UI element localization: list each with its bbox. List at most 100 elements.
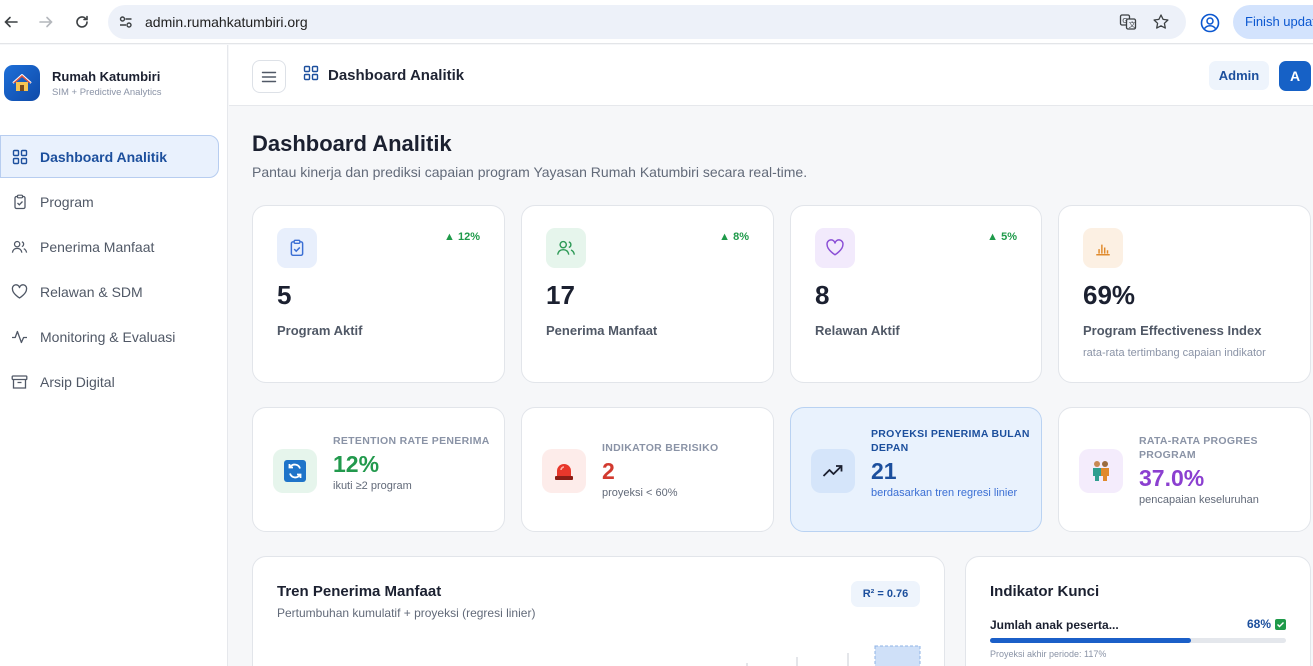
people-icon: [1079, 449, 1123, 493]
trend-badge: ▲ 12%: [444, 231, 480, 243]
trend-badge: ▲ 8%: [719, 231, 749, 243]
indicator-progress-fill: [990, 638, 1192, 643]
page-subtitle: Pantau kinerja dan prediksi capaian prog…: [252, 164, 808, 180]
finish-update-button[interactable]: Finish update: [1233, 5, 1313, 39]
sidebar-item-penerima-manfaat[interactable]: Penerima Manfaat: [0, 225, 219, 268]
stat-card-program-aktif: ▲ 12% 5 Program Aktif: [252, 205, 505, 383]
stat-label: Penerima Manfaat: [546, 323, 658, 338]
stat-label: Program Effectiveness Index: [1083, 323, 1262, 338]
kpi-value: 2: [602, 458, 615, 484]
chart-title: Tren Penerima Manfaat: [277, 583, 442, 600]
back-icon[interactable]: [0, 11, 22, 33]
indikator-kunci-card: Indikator Kunci Jumlah anak peserta... 6…: [965, 556, 1311, 666]
page-header: Dashboard Analitik Admin A: [229, 45, 1313, 106]
brand-subtitle: SIM + Predictive Analytics: [52, 86, 162, 98]
trend-badge: ▲ 5%: [987, 231, 1017, 243]
kpi-value: 21: [871, 458, 897, 484]
svg-text:G: G: [1122, 17, 1127, 25]
clipboard-icon: [11, 193, 28, 210]
sidebar-item-dashboard[interactable]: Dashboard Analitik: [0, 135, 219, 178]
stat-card-effectiveness-index: 69% Program Effectiveness Index rata-rat…: [1058, 205, 1311, 383]
sidebar-item-program[interactable]: Program: [0, 180, 219, 223]
stat-value: 5: [277, 280, 292, 310]
stat-note: rata-rata tertimbang capaian indikator: [1083, 347, 1266, 359]
sidebar-item-label: Penerima Manfaat: [40, 238, 155, 255]
sidebar-menu: Dashboard Analitik Program Penerima Manf…: [0, 135, 219, 405]
url-text[interactable]: admin.rumahkatumbiri.org: [145, 14, 308, 30]
header-title: Dashboard Analitik: [328, 67, 465, 84]
house-logo-icon: [4, 65, 40, 101]
kpi-value: 37.0%: [1139, 465, 1205, 491]
heart-icon: [11, 283, 28, 300]
forward-icon[interactable]: [35, 11, 57, 33]
indicator-percent: 68%: [1247, 617, 1286, 631]
trend-chart-card: Tren Penerima Manfaat Pertumbuhan kumula…: [252, 556, 945, 666]
clipboard-icon: [277, 228, 317, 268]
heart-icon: [815, 228, 855, 268]
reload-icon[interactable]: [71, 11, 93, 33]
avatar[interactable]: A: [1279, 61, 1311, 91]
profile-icon[interactable]: [1198, 11, 1222, 35]
kpi-label: INDIKATOR BERISIKO: [602, 442, 719, 454]
kpi-label: RATA-RATA PROGRES PROGRAM: [1139, 435, 1258, 461]
kpi-card-indikator-berisiko: INDIKATOR BERISIKO 2 proyeksi < 60%: [521, 407, 774, 532]
kpi-note: pencapaian keseluruhan: [1139, 494, 1259, 506]
bar-chart-icon: [1083, 228, 1123, 268]
chart-subtitle: Pertumbuhan kumulatif + proyeksi (regres…: [277, 606, 536, 620]
kpi-value: 12%: [333, 451, 380, 477]
stat-value: 8: [815, 280, 830, 310]
kpi-card-retention: RETENTION RATE PENERIMA 12% ikuti ≥2 pro…: [252, 407, 505, 532]
users-icon: [11, 238, 28, 255]
sidebar-item-relawan[interactable]: Relawan & SDM: [0, 270, 219, 313]
kpi-label: RETENTION RATE PENERIMA: [333, 435, 490, 447]
check-icon: [1275, 618, 1286, 630]
siren-icon: [542, 449, 586, 493]
kpi-note: ikuti ≥2 program: [333, 480, 412, 492]
r-squared-badge: R² = 0.76: [851, 581, 920, 607]
sidebar-item-label: Arsip Digital: [40, 373, 115, 390]
grid-icon: [11, 148, 28, 165]
bookmark-star-icon[interactable]: [1151, 12, 1171, 32]
sidebar: Rumah Katumbiri SIM + Predictive Analyti…: [0, 45, 228, 666]
kpi-card-rata-rata-progres: RATA-RATA PROGRES PROGRAM 37.0% pencapai…: [1058, 407, 1311, 532]
hamburger-icon: [261, 71, 277, 82]
sidebar-item-label: Dashboard Analitik: [40, 148, 168, 165]
indicator-name: Jumlah anak peserta...: [990, 618, 1119, 632]
stat-card-penerima-manfaat: ▲ 8% 17 Penerima Manfaat: [521, 205, 774, 383]
indicator-progress-track: [990, 638, 1286, 643]
sidebar-item-arsip[interactable]: Arsip Digital: [0, 360, 219, 403]
brand-name: Rumah Katumbiri: [52, 68, 161, 84]
indicators-title: Indikator Kunci: [990, 583, 1100, 600]
stat-value: 69%: [1083, 280, 1136, 310]
site-settings-icon[interactable]: [118, 14, 134, 30]
indicator-projection: Proyeksi akhir periode: 117%: [990, 649, 1107, 659]
sidebar-item-monitoring[interactable]: Monitoring & Evaluasi: [0, 315, 219, 358]
kpi-note: proyeksi < 60%: [602, 487, 678, 499]
stat-card-relawan-aktif: ▲ 5% 8 Relawan Aktif: [790, 205, 1042, 383]
refresh-icon: [273, 449, 317, 493]
projection-bar: [874, 645, 921, 666]
stat-value: 17: [546, 280, 575, 310]
activity-icon: [11, 328, 28, 345]
kpi-label: PROYEKSI PENERIMA BULAN DEPAN: [871, 428, 1030, 454]
page-title: Dashboard Analitik: [252, 131, 452, 156]
grid-icon: [303, 65, 319, 81]
indicator-percent-value: 68%: [1246, 617, 1271, 631]
kpi-card-proyeksi-penerima: PROYEKSI PENERIMA BULAN DEPAN 21 berdasa…: [790, 407, 1042, 532]
browser-toolbar: admin.rumahkatumbiri.org G文 Finish updat…: [0, 0, 1313, 44]
sidebar-item-label: Relawan & SDM: [40, 283, 143, 300]
kpi-note: berdasarkan tren regresi linier: [871, 487, 1018, 499]
stat-label: Relawan Aktif: [815, 323, 900, 338]
sidebar-item-label: Monitoring & Evaluasi: [40, 328, 176, 345]
archive-icon: [11, 373, 28, 390]
role-badge: Admin: [1209, 61, 1269, 90]
stat-label: Program Aktif: [277, 323, 363, 338]
menu-toggle-button[interactable]: [252, 60, 286, 93]
svg-text:文: 文: [1129, 20, 1136, 29]
trending-up-icon: [811, 449, 855, 493]
users-icon: [546, 228, 586, 268]
trend-chart-area: [277, 637, 922, 666]
brand: Rumah Katumbiri SIM + Predictive Analyti…: [4, 65, 162, 101]
